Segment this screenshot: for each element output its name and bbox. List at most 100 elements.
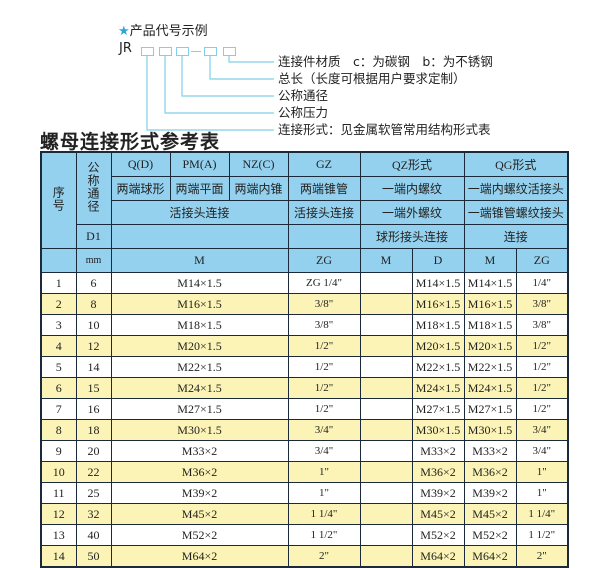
code-box-pressure xyxy=(159,47,172,56)
cell-qz-m xyxy=(359,545,413,568)
cell-m: M30×1.5 xyxy=(110,419,289,441)
header-dn: 公称通径 xyxy=(75,151,112,225)
cell-qz-d: M24×1.5 xyxy=(411,377,465,399)
cell-qg-zg: 1/2" xyxy=(515,377,569,399)
table-row: 3 10 M18×1.5 3/8" M18×1.5 M18×1.5 3/8" xyxy=(40,314,569,336)
cell-seq: 14 xyxy=(40,545,77,568)
cell-qz-d: M36×2 xyxy=(411,461,465,483)
header-empty-seq xyxy=(40,248,77,273)
cell-qz-m xyxy=(359,272,413,294)
cell-dn: 6 xyxy=(75,272,112,294)
cell-zg: 1/2" xyxy=(287,398,361,420)
cell-m: M22×1.5 xyxy=(110,356,289,378)
page-title: 螺母连接形式参考表 xyxy=(40,131,221,153)
header-q2: 两端球形 xyxy=(110,176,171,201)
header-qg4: 连接 xyxy=(463,224,569,249)
cell-zg: 1 1/2" xyxy=(287,524,361,546)
cell-qg-zg: 2" xyxy=(515,545,569,568)
cell-m: M24×1.5 xyxy=(110,377,289,399)
star-icon: ★ xyxy=(118,24,130,39)
nut-connection-table: 序号 公称通径 Q(D) PM(A) NZ(C) GZ QZ形式 QG形式 两端… xyxy=(40,151,569,568)
cell-qz-d: M30×1.5 xyxy=(411,419,465,441)
cell-dn: 20 xyxy=(75,440,112,462)
header-qz-d: D xyxy=(411,248,465,273)
cell-qz-d: M52×2 xyxy=(411,524,465,546)
table-row: 11 25 M39×2 1" M39×2 M39×2 1" xyxy=(40,482,569,504)
cell-qz-d: M64×2 xyxy=(411,545,465,568)
cell-qg-zg: 1/2" xyxy=(515,398,569,420)
cell-seq: 9 xyxy=(40,440,77,462)
header-gz: GZ xyxy=(287,151,361,177)
cell-m: M33×2 xyxy=(110,440,289,462)
cell-m: M27×1.5 xyxy=(110,398,289,420)
cell-seq: 10 xyxy=(40,461,77,483)
cell-m: M52×2 xyxy=(110,524,289,546)
table-row: 1 6 M14×1.5 ZG 1/4" M14×1.5 M14×1.5 1/4" xyxy=(40,272,569,294)
table-row: 12 32 M45×2 1 1/4" M45×2 M45×2 1 1/4" xyxy=(40,503,569,525)
cell-zg: 1/2" xyxy=(287,335,361,357)
cell-qg-zg: 3/8" xyxy=(515,293,569,315)
code-box-material xyxy=(223,47,236,56)
header-pm2: 两端平面 xyxy=(169,176,230,201)
header-pm: PM(A) xyxy=(169,151,230,177)
header-qz: QZ形式 xyxy=(359,151,465,177)
cell-seq: 12 xyxy=(40,503,77,525)
cell-qg-zg: 1/4" xyxy=(515,272,569,294)
label-material: 连接件材质 c：为碳钢 b：为不锈钢 xyxy=(278,54,493,69)
cell-qg-m: M16×1.5 xyxy=(463,293,517,315)
code-dash xyxy=(191,51,201,52)
cell-qg-m: M22×1.5 xyxy=(463,356,517,378)
label-diameter: 公称通径 xyxy=(278,88,329,103)
cell-zg: 3/4" xyxy=(287,440,361,462)
cell-qg-m: M30×1.5 xyxy=(463,419,517,441)
cell-seq: 11 xyxy=(40,482,77,504)
cell-qz-d: M22×1.5 xyxy=(411,356,465,378)
cell-qz-m xyxy=(359,482,413,504)
cell-m: M20×1.5 xyxy=(110,335,289,357)
table-row: 14 50 M64×2 2" M64×2 M64×2 2" xyxy=(40,545,569,568)
example-header-text: 产品代号示例 xyxy=(129,24,208,39)
example-header: ★产品代号示例 xyxy=(118,20,208,39)
label-length: 总长（长度可根据用户要求定制） xyxy=(278,71,466,86)
table-row: 7 16 M27×1.5 1/2" M27×1.5 M27×1.5 1/2" xyxy=(40,398,569,420)
cell-zg: ZG 1/4" xyxy=(287,272,361,294)
cell-dn: 15 xyxy=(75,377,112,399)
cell-dn: 10 xyxy=(75,314,112,336)
header-qg2: 一端内螺纹活接头 xyxy=(463,176,569,201)
cell-qz-d: M18×1.5 xyxy=(411,314,465,336)
cell-zg: 1" xyxy=(287,461,361,483)
header-qg-zg: ZG xyxy=(515,248,569,273)
cell-qz-m xyxy=(359,503,413,525)
cell-dn: 22 xyxy=(75,461,112,483)
header-gz3: 活接头连接 xyxy=(287,200,361,225)
cell-qz-m xyxy=(359,377,413,399)
cell-qz-m xyxy=(359,398,413,420)
cell-m: M45×2 xyxy=(110,503,289,525)
cell-qz-d: M33×2 xyxy=(411,440,465,462)
cell-dn: 50 xyxy=(75,545,112,568)
cell-seq: 7 xyxy=(40,398,77,420)
cell-zg: 1/2" xyxy=(287,377,361,399)
code-prefix: JR xyxy=(119,41,132,56)
header-qg: QG形式 xyxy=(463,151,569,177)
cell-qg-m: M36×2 xyxy=(463,461,517,483)
cell-qz-m xyxy=(359,419,413,441)
cell-m: M64×2 xyxy=(110,545,289,568)
cell-qz-d: M16×1.5 xyxy=(411,293,465,315)
table-row: 5 14 M22×1.5 1/2" M22×1.5 M22×1.5 1/2" xyxy=(40,356,569,378)
cell-dn: 40 xyxy=(75,524,112,546)
header-empty xyxy=(110,224,289,249)
cell-seq: 4 xyxy=(40,335,77,357)
cell-m: M18×1.5 xyxy=(110,314,289,336)
cell-zg: 1/2" xyxy=(287,356,361,378)
cell-qg-m: M52×2 xyxy=(463,524,517,546)
cell-zg: 1 1/4" xyxy=(287,503,361,525)
cell-qz-d: M45×2 xyxy=(411,503,465,525)
header-nz: NZ(C) xyxy=(228,151,289,177)
cell-m: M36×2 xyxy=(110,461,289,483)
code-box-length xyxy=(204,47,217,56)
cell-seq: 5 xyxy=(40,356,77,378)
cell-qg-m: M64×2 xyxy=(463,545,517,568)
cell-qg-m: M20×1.5 xyxy=(463,335,517,357)
cell-seq: 13 xyxy=(40,524,77,546)
